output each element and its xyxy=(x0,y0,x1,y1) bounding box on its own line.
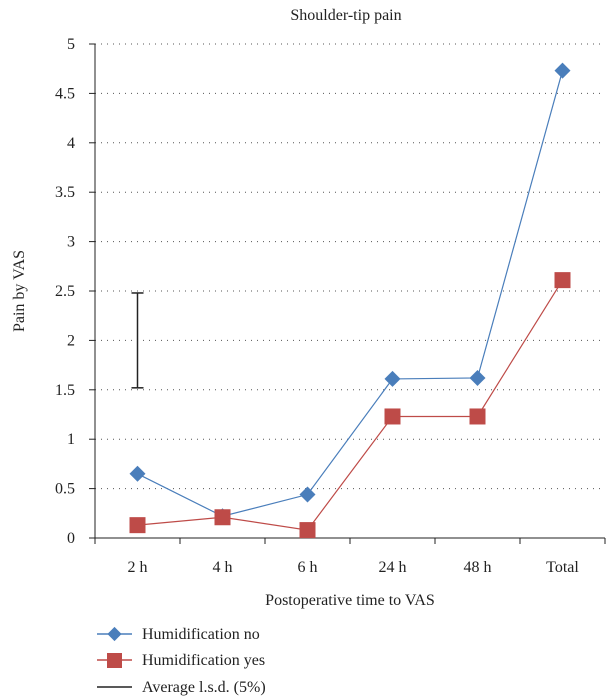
y-axis-label: Pain by VAS xyxy=(11,250,28,332)
y-tick-label: 1.5 xyxy=(55,382,75,399)
x-tick-label: 6 h xyxy=(298,559,318,576)
legend-label-humidification-no: Humidification no xyxy=(142,626,260,643)
x-tick-label: 2 h xyxy=(128,559,148,576)
y-tick-label: 2.5 xyxy=(55,283,75,300)
data-point-square xyxy=(129,517,146,534)
legend-item-humidification-no: Humidification no xyxy=(97,626,260,643)
y-tick-label: 0.5 xyxy=(55,481,75,498)
y-tick-label: 3.5 xyxy=(55,184,75,201)
legend-label-humidification-yes: Humidification yes xyxy=(142,652,265,669)
legend-label-average-lsd: Average l.s.d. (5%) xyxy=(142,679,266,696)
data-point-square xyxy=(384,408,401,425)
y-tick-label: 0 xyxy=(67,530,75,547)
y-tick-label: 2 xyxy=(67,332,75,349)
legend-diamond-icon xyxy=(107,626,122,642)
y-tick-label: 4 xyxy=(67,135,75,152)
series-humidification-no xyxy=(129,62,571,525)
chart-title: Shoulder-tip pain xyxy=(290,7,401,24)
x-axis-label: Postoperative time to VAS xyxy=(265,592,435,609)
y-tick-label: 3 xyxy=(67,234,75,251)
legend-square-icon xyxy=(107,653,122,668)
y-tick-label: 4.5 xyxy=(55,85,75,102)
data-point-diamond xyxy=(554,62,571,79)
legend-item-average-lsd: Average l.s.d. (5%) xyxy=(97,679,266,696)
data-point-square xyxy=(214,509,231,526)
x-axis-ticks: 2 h 4 h 6 h 24 h 48 h Total xyxy=(94,538,606,576)
data-point-diamond xyxy=(129,465,146,482)
series-line-humidification-no xyxy=(137,70,564,517)
y-tick-label: 5 xyxy=(67,36,75,53)
legend: Humidification no Humidification yes Ave… xyxy=(97,626,266,696)
x-tick-label: 48 h xyxy=(464,559,492,576)
y-axis-ticks: 0 0.5 1 1.5 2 2.5 3 3.5 4 4.5 5 xyxy=(55,36,95,547)
data-point-diamond xyxy=(469,369,486,386)
y-tick-label: 1 xyxy=(67,431,75,448)
data-point-diamond xyxy=(299,486,316,503)
average-lsd-error-bar xyxy=(131,292,144,389)
series-line-humidification-yes xyxy=(137,279,564,531)
legend-item-humidification-yes: Humidification yes xyxy=(97,652,265,669)
data-point-square xyxy=(299,522,316,539)
data-point-square xyxy=(469,408,486,425)
data-point-square xyxy=(554,272,571,289)
x-tick-label: 4 h xyxy=(213,559,233,576)
data-point-diamond xyxy=(384,370,401,387)
gridlines xyxy=(95,43,605,490)
x-tick-label: Total xyxy=(546,559,579,576)
series-humidification-yes xyxy=(129,272,571,539)
x-tick-label: 24 h xyxy=(379,559,407,576)
data-series xyxy=(129,62,571,539)
